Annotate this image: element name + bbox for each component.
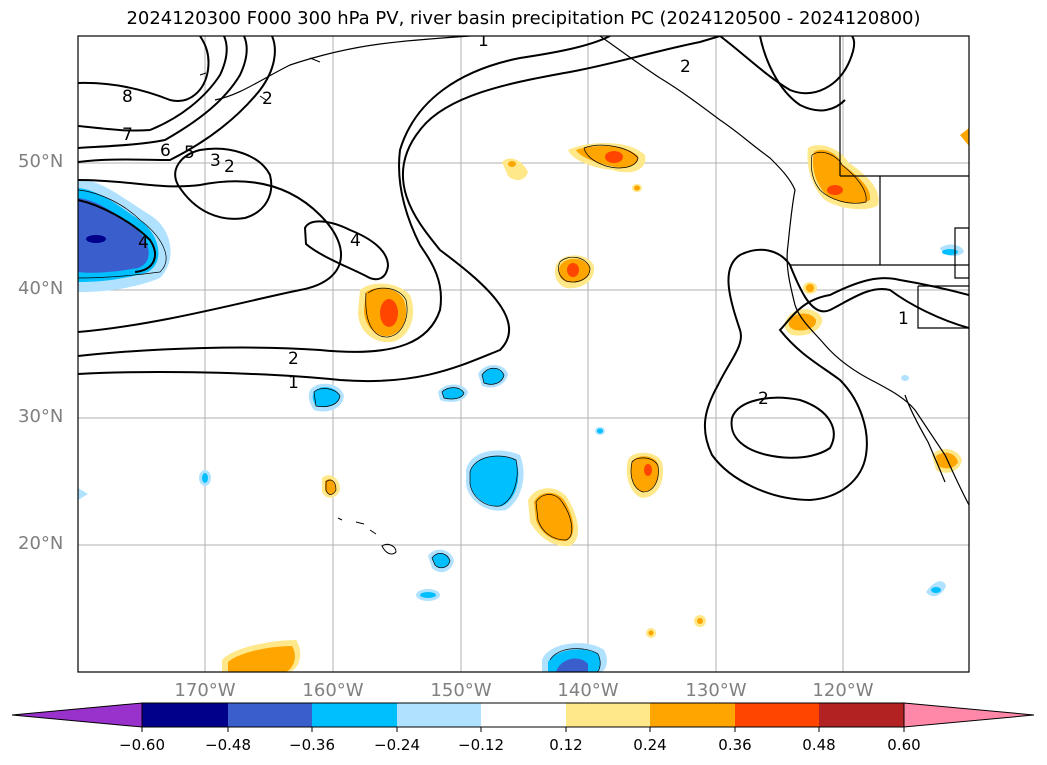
- colorbar: [11, 702, 1035, 732]
- colorbar-tick-label: 0.60: [887, 736, 921, 754]
- precip-shading: [78, 128, 969, 672]
- colorbar-tick-label: 0.36: [718, 736, 752, 754]
- colorbar-tick-label: −0.48: [205, 736, 251, 754]
- contour-label: 4: [350, 231, 361, 251]
- contour-labels: 1 2 8 7 6 5 3 2 4 4 2 1 2 1 2: [122, 31, 909, 409]
- colorbar-tick-label: −0.60: [119, 736, 165, 754]
- lon-tick-label: 120°W: [812, 680, 874, 701]
- pv-contours: [78, 36, 969, 502]
- colorbar-tick-label: 0.12: [549, 736, 583, 754]
- contour-label: 8: [122, 87, 133, 107]
- colorbar-tick-label: −0.24: [374, 736, 420, 754]
- lon-tick-label: 140°W: [557, 680, 619, 701]
- contour-label: 1: [898, 309, 909, 329]
- lon-tick-label: 130°W: [685, 680, 747, 701]
- lon-tick-label: 170°W: [174, 680, 236, 701]
- lat-tick-label: 40°N: [18, 278, 64, 299]
- lon-tick-label: 160°W: [302, 680, 364, 701]
- lat-tick-label: 20°N: [18, 533, 64, 554]
- lat-tick-label: 50°N: [18, 151, 64, 172]
- colorbar-tick-label: −0.36: [289, 736, 335, 754]
- colorbar-tick-label: 0.24: [633, 736, 667, 754]
- colorbar-extend-low: [11, 702, 143, 728]
- contour-label: 5: [184, 143, 195, 163]
- islands: [199, 57, 397, 555]
- colorbar-tick-label: −0.12: [458, 736, 504, 754]
- colorbar-tick-label: 0.48: [802, 736, 836, 754]
- contour-label: 4: [138, 233, 149, 253]
- map-frame: [77, 35, 970, 673]
- contour-label: 1: [478, 31, 489, 51]
- contour-label: 1: [288, 373, 299, 393]
- contour-label: 2: [262, 89, 273, 109]
- contour-label: 7: [122, 125, 133, 145]
- contour-label: 2: [224, 157, 235, 177]
- contour-label: 2: [288, 349, 299, 369]
- map-title: 2024120300 F000 300 hPa PV, river basin …: [126, 8, 921, 29]
- contour-label: 2: [758, 389, 769, 409]
- lon-tick-label: 150°W: [430, 680, 492, 701]
- lat-tick-label: 30°N: [18, 406, 64, 427]
- coastlines: [214, 36, 969, 506]
- contour-label: 2: [680, 57, 691, 77]
- colorbar-extend-high: [903, 702, 1035, 728]
- map-plot-area: 1 2 8 7 6 5 3 2 4 4 2 1 2 1 2: [78, 31, 969, 672]
- precip-outlines: [78, 144, 867, 672]
- contour-label: 6: [160, 141, 171, 161]
- contour-label: 3: [210, 151, 221, 171]
